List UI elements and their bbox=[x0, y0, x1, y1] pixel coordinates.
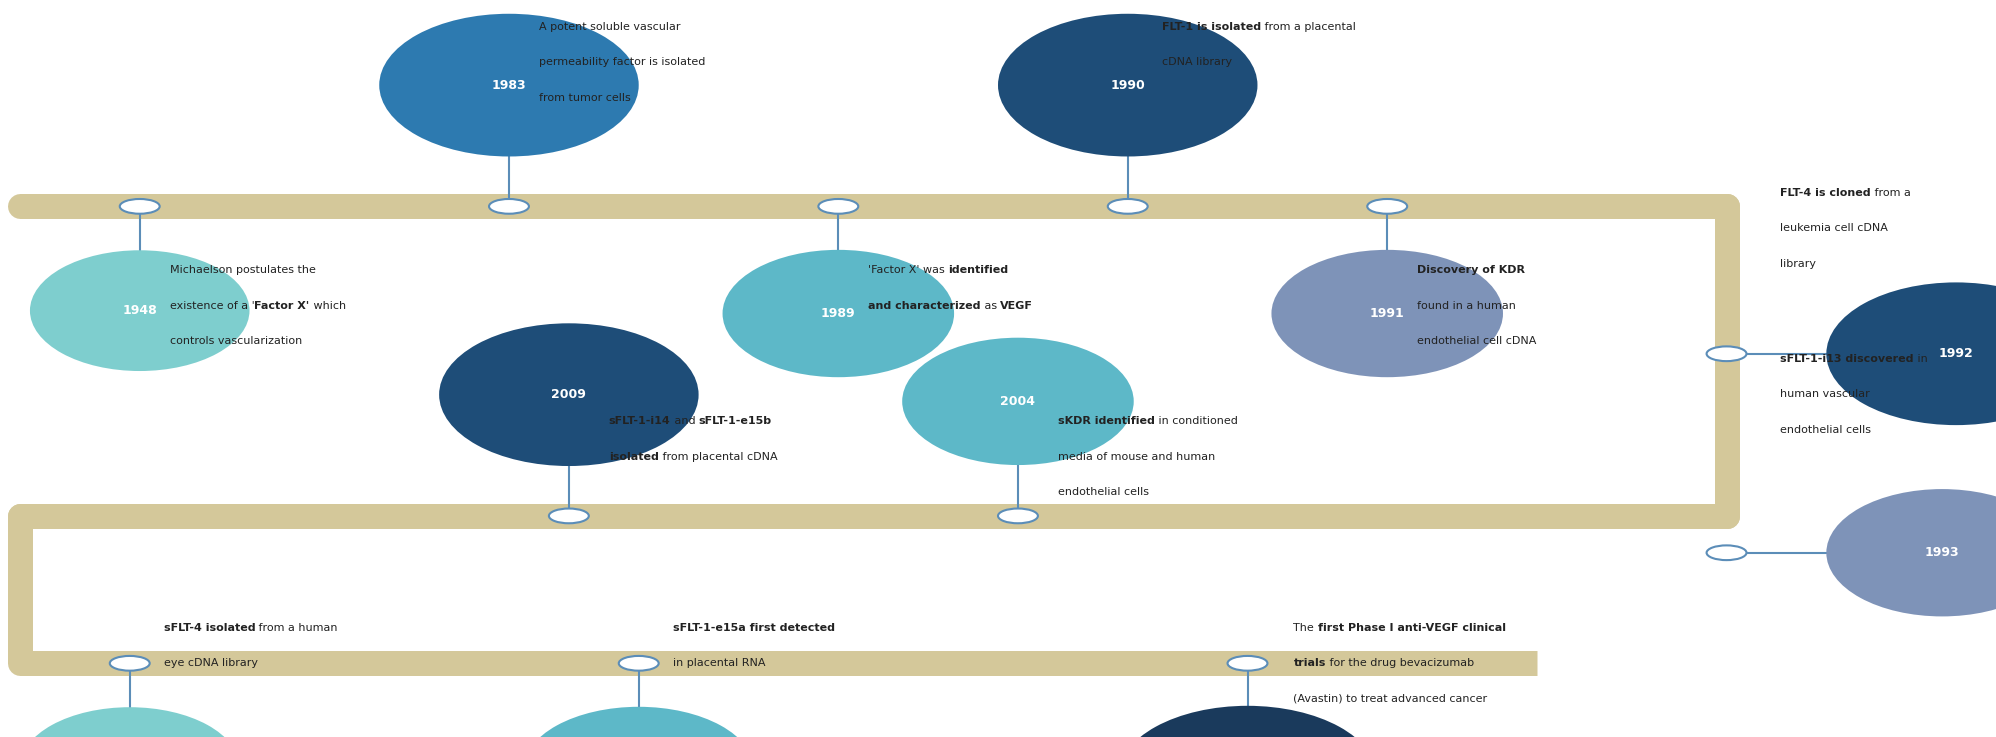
Circle shape bbox=[619, 656, 659, 671]
Text: found in a human: found in a human bbox=[1417, 301, 1517, 311]
Text: in placental RNA: in placental RNA bbox=[673, 658, 764, 668]
Text: Factor X': Factor X' bbox=[253, 301, 309, 311]
Text: 1991: 1991 bbox=[1369, 307, 1405, 320]
Ellipse shape bbox=[902, 338, 1134, 465]
Ellipse shape bbox=[523, 707, 754, 737]
Text: permeability factor is isolated: permeability factor is isolated bbox=[539, 57, 705, 68]
Ellipse shape bbox=[30, 251, 250, 371]
Text: 1983: 1983 bbox=[491, 79, 527, 91]
Text: human vascular: human vascular bbox=[1780, 389, 1870, 399]
Text: 'Factor X' was: 'Factor X' was bbox=[868, 265, 948, 276]
Text: trials: trials bbox=[1293, 658, 1325, 668]
Circle shape bbox=[1367, 199, 1407, 214]
Text: Discovery of KDR: Discovery of KDR bbox=[1417, 265, 1525, 276]
Text: endothelial cells: endothelial cells bbox=[1058, 487, 1150, 497]
Circle shape bbox=[998, 509, 1038, 523]
Text: from tumor cells: from tumor cells bbox=[539, 93, 631, 103]
Text: from a: from a bbox=[1870, 188, 1910, 198]
Text: sKDR identified: sKDR identified bbox=[1058, 416, 1156, 427]
Text: 1990: 1990 bbox=[1110, 79, 1146, 91]
Text: 1993: 1993 bbox=[1924, 546, 1960, 559]
Ellipse shape bbox=[1118, 706, 1377, 737]
Text: in: in bbox=[1914, 354, 1928, 364]
Text: which: which bbox=[309, 301, 345, 311]
Ellipse shape bbox=[998, 14, 1257, 156]
Text: leukemia cell cDNA: leukemia cell cDNA bbox=[1780, 223, 1888, 234]
Text: as: as bbox=[980, 301, 1000, 311]
Ellipse shape bbox=[439, 324, 699, 466]
Circle shape bbox=[120, 199, 160, 214]
Text: sFLT-1-i14: sFLT-1-i14 bbox=[609, 416, 671, 427]
Text: library: library bbox=[1780, 259, 1816, 269]
Circle shape bbox=[549, 509, 589, 523]
Text: from placental cDNA: from placental cDNA bbox=[659, 452, 776, 462]
Text: existence of a ': existence of a ' bbox=[170, 301, 253, 311]
Text: 2004: 2004 bbox=[1000, 395, 1036, 408]
Text: FLT-1 is isolated: FLT-1 is isolated bbox=[1162, 22, 1261, 32]
Text: sFLT-1-e15b: sFLT-1-e15b bbox=[699, 416, 772, 427]
Ellipse shape bbox=[379, 14, 639, 156]
Ellipse shape bbox=[1271, 250, 1503, 377]
Text: endothelial cell cDNA: endothelial cell cDNA bbox=[1417, 336, 1537, 346]
Text: (Avastin) to treat advanced cancer: (Avastin) to treat advanced cancer bbox=[1293, 694, 1487, 704]
Text: controls vascularization: controls vascularization bbox=[170, 336, 301, 346]
Text: identified: identified bbox=[948, 265, 1008, 276]
Text: from a human: from a human bbox=[255, 623, 337, 633]
Text: sFLT-1-i13 discovered: sFLT-1-i13 discovered bbox=[1780, 354, 1914, 364]
Text: from a placental: from a placental bbox=[1261, 22, 1355, 32]
Text: sFLT-4 isolated: sFLT-4 isolated bbox=[164, 623, 255, 633]
Ellipse shape bbox=[723, 250, 954, 377]
Text: sFLT-1-e15a first detected: sFLT-1-e15a first detected bbox=[673, 623, 834, 633]
Text: cDNA library: cDNA library bbox=[1162, 57, 1232, 68]
Text: eye cDNA library: eye cDNA library bbox=[164, 658, 257, 668]
Circle shape bbox=[110, 656, 150, 671]
Circle shape bbox=[1707, 545, 1746, 560]
Text: Michaelson postulates the: Michaelson postulates the bbox=[170, 265, 315, 276]
Text: and: and bbox=[671, 416, 699, 427]
Text: The: The bbox=[1293, 623, 1317, 633]
Text: FLT-4 is cloned: FLT-4 is cloned bbox=[1780, 188, 1870, 198]
Text: media of mouse and human: media of mouse and human bbox=[1058, 452, 1216, 462]
Text: isolated: isolated bbox=[609, 452, 659, 462]
Circle shape bbox=[1707, 346, 1746, 361]
Circle shape bbox=[489, 199, 529, 214]
Ellipse shape bbox=[20, 708, 240, 737]
Circle shape bbox=[1108, 199, 1148, 214]
Ellipse shape bbox=[1826, 489, 1996, 616]
Text: and characterized: and characterized bbox=[868, 301, 980, 311]
Circle shape bbox=[818, 199, 858, 214]
Text: endothelial cells: endothelial cells bbox=[1780, 425, 1872, 435]
Text: 2009: 2009 bbox=[551, 388, 587, 401]
Text: 1992: 1992 bbox=[1938, 347, 1974, 360]
Text: 1948: 1948 bbox=[122, 304, 158, 317]
Ellipse shape bbox=[1826, 282, 1996, 425]
Text: VEGF: VEGF bbox=[1000, 301, 1034, 311]
Text: first Phase I anti-VEGF clinical: first Phase I anti-VEGF clinical bbox=[1317, 623, 1505, 633]
Circle shape bbox=[1228, 656, 1267, 671]
Text: 1989: 1989 bbox=[820, 307, 856, 320]
Text: A potent soluble vascular: A potent soluble vascular bbox=[539, 22, 681, 32]
Text: for the drug bevacizumab: for the drug bevacizumab bbox=[1325, 658, 1473, 668]
Text: in conditioned: in conditioned bbox=[1156, 416, 1238, 427]
